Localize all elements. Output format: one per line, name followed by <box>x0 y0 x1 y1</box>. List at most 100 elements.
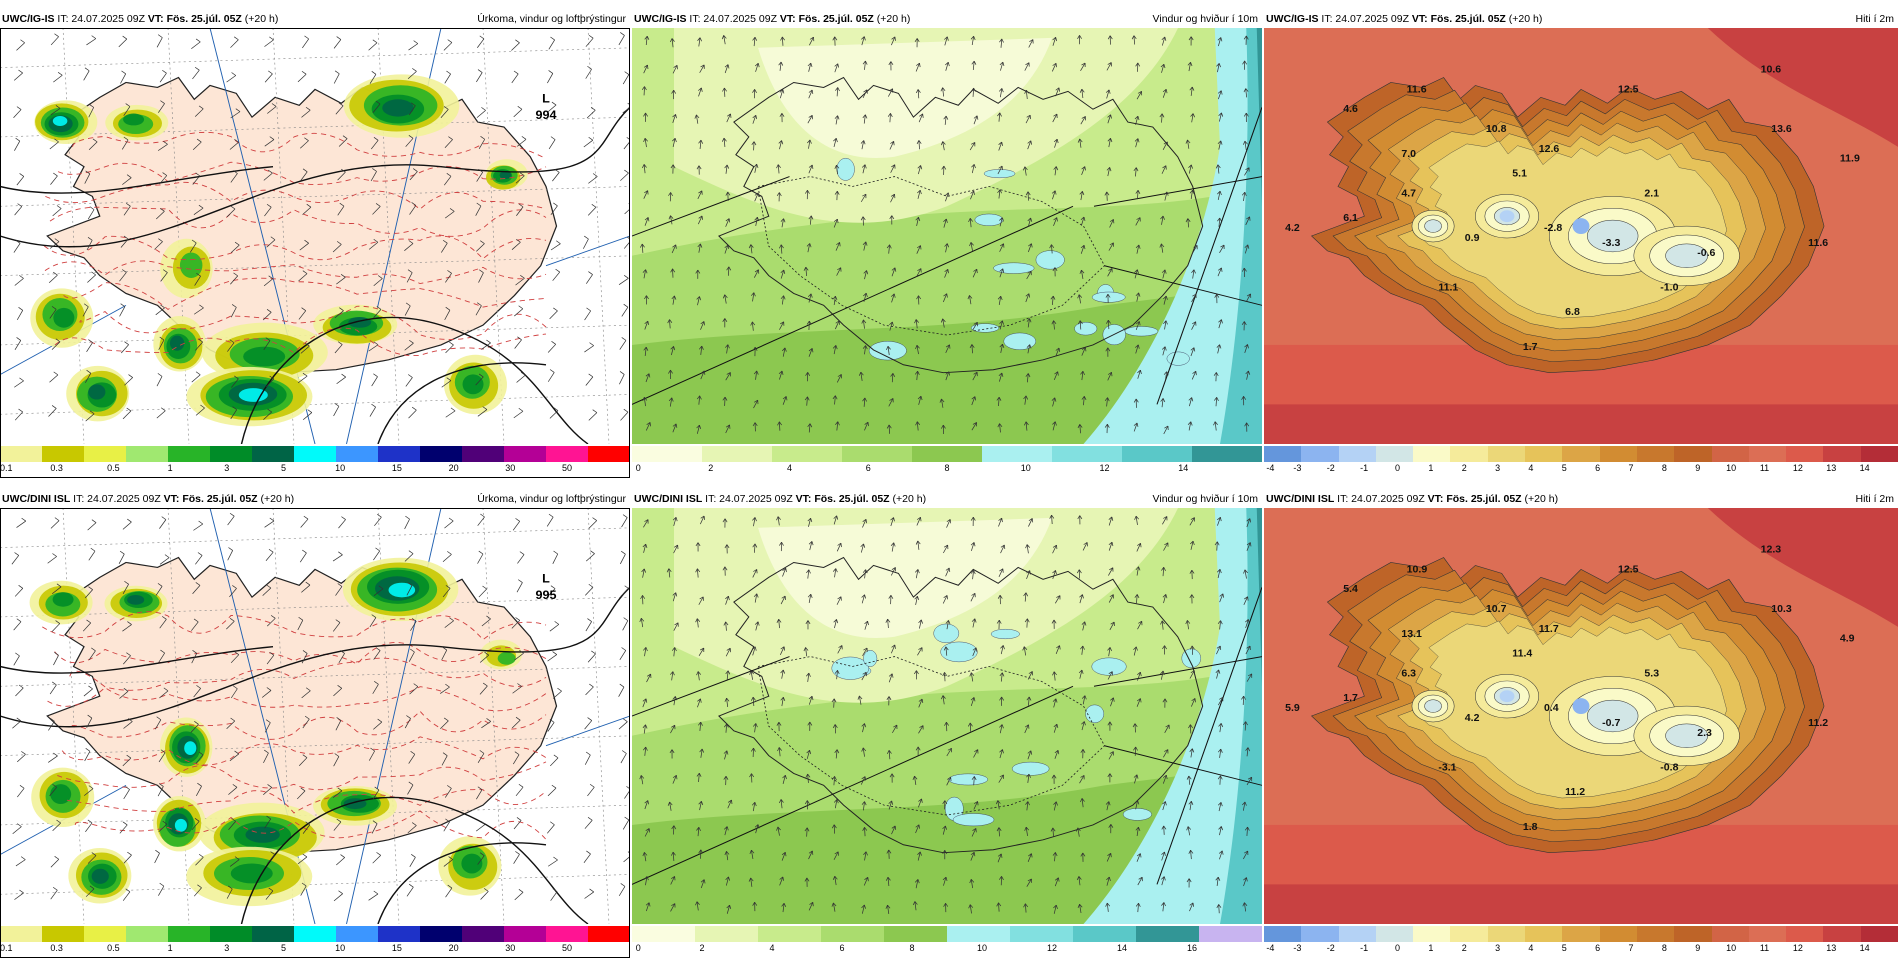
gust-patch <box>863 650 877 666</box>
gust-patch <box>971 324 999 333</box>
colorbar-tick-label: 14 <box>1117 943 1127 953</box>
colorbar-swatch <box>294 446 336 462</box>
colorbar-swatch <box>546 446 588 462</box>
precip-cell <box>245 827 279 843</box>
colorbar-swatch <box>1861 926 1898 942</box>
temperature-label: 5.9 <box>1285 703 1300 714</box>
precip-cell <box>463 374 484 394</box>
colorbar-tick-label: 7 <box>1629 943 1634 953</box>
gust-patch <box>1182 649 1201 668</box>
temperature-label: 2.3 <box>1697 728 1712 739</box>
colorbar-tick-label: 0.5 <box>107 463 120 473</box>
temperature-label: -0.7 <box>1602 718 1621 729</box>
init-time: IT: 24.07.2025 09Z <box>70 493 163 505</box>
temperature-label: 10.7 <box>1486 604 1507 615</box>
init-time: IT: 24.07.2025 09Z <box>1319 13 1412 25</box>
colorbar-swatch <box>0 926 42 942</box>
colorbar-swatch <box>1823 926 1860 942</box>
gust-patch <box>1092 292 1125 302</box>
temperature-label: 4.6 <box>1343 104 1358 115</box>
temperature-label: -0.8 <box>1660 763 1679 774</box>
colorbar-swatch <box>462 926 504 942</box>
colorbar-tick-label: 12 <box>1047 943 1057 953</box>
gust-patch <box>975 214 1003 226</box>
colorbar-swatch <box>126 446 168 462</box>
colorbar-swatch <box>1264 926 1301 942</box>
gust-patch <box>837 158 855 180</box>
precip-cell <box>175 819 187 832</box>
panel-header: UWC/DINI ISL IT: 24.07.2025 09Z VT: Fös.… <box>0 490 630 508</box>
panel-header: UWC/IG-IS IT: 24.07.2025 09Z VT: Fös. 25… <box>632 10 1262 28</box>
temperature-label: 11.2 <box>1565 788 1585 799</box>
colorbar-swatch <box>1562 446 1599 462</box>
colorbar-tick-label: 9 <box>1695 463 1700 473</box>
colorbar-tick-label: 15 <box>392 943 402 953</box>
colorbar-tick-label: 6 <box>866 463 871 473</box>
colorbar-tick-label: 12 <box>1793 463 1803 473</box>
colorbar-tick-label: 5 <box>281 463 286 473</box>
wind-colorbar <box>632 926 1262 942</box>
model-name: UWC/DINI ISL <box>2 493 70 505</box>
wind-colorbar <box>632 446 1262 462</box>
colorbar-swatch <box>1600 926 1637 942</box>
temperature-label: 12.6 <box>1539 144 1560 155</box>
wind-map[interactable] <box>632 508 1262 924</box>
run-info: UWC/DINI ISL IT: 24.07.2025 09Z VT: Fös.… <box>2 490 294 508</box>
gust-patch <box>832 657 869 680</box>
gust-patch <box>991 629 1019 639</box>
colorbar-tick-label: 8 <box>1662 943 1667 953</box>
cold-core <box>1500 210 1515 222</box>
colorbar-swatch <box>378 446 420 462</box>
colorbar-tick-label: 4 <box>769 943 774 953</box>
colorbar-tick-label: 50 <box>562 463 572 473</box>
colorbar-swatch <box>42 446 84 462</box>
temperature-label: 12.3 <box>1761 545 1782 556</box>
colorbar-swatch <box>1376 446 1413 462</box>
colorbar-swatch <box>294 926 336 942</box>
temperature-label: 1.7 <box>1523 342 1538 353</box>
temperature-label: 4.7 <box>1401 189 1416 200</box>
colorbar-swatch <box>772 446 842 462</box>
colorbar-swatch <box>420 446 462 462</box>
temperature-label: 6.8 <box>1565 308 1580 319</box>
colorbar-swatch <box>168 926 210 942</box>
precip-panel: UWC/IG-IS IT: 24.07.2025 09Z VT: Fös. 25… <box>0 10 630 478</box>
colorbar-swatch <box>982 446 1052 462</box>
panel-title: Vindur og hviður í 10m <box>1153 10 1258 28</box>
panel-header: UWC/DINI ISL IT: 24.07.2025 09Z VT: Fös.… <box>1264 490 1898 508</box>
colorbar-tick-label: 20 <box>449 463 459 473</box>
panel-title: Úrkoma, vindur og loftþrýstingur <box>477 490 626 508</box>
temperature-label: 11.2 <box>1808 718 1828 729</box>
temperature-label: 4.9 <box>1840 634 1855 645</box>
colorbar-tick-label: 3 <box>1495 943 1500 953</box>
colorbar-tick-label: 7 <box>1629 463 1634 473</box>
colorbar-swatch <box>504 926 546 942</box>
colorbar-swatch <box>588 926 630 942</box>
temperature-label: 10.8 <box>1486 124 1507 135</box>
colorbar-tick-label: 5 <box>281 943 286 953</box>
temperature-label: 5.4 <box>1343 584 1358 595</box>
temperature-label: -1.0 <box>1660 283 1679 294</box>
precip-cell <box>53 308 74 328</box>
precip-cell <box>382 99 414 116</box>
colorbar-swatch <box>632 446 702 462</box>
wind-map[interactable] <box>632 28 1262 444</box>
low-pressure-letter: L <box>542 572 550 586</box>
colorbar-swatch <box>1301 446 1338 462</box>
model-name: UWC/IG-IS <box>2 13 55 25</box>
colorbar-swatch <box>336 446 378 462</box>
valid-time: VT: Fös. 25.júl. 05Z <box>148 13 242 25</box>
colorbar-tick-label: 14 <box>1860 943 1870 953</box>
cold-core <box>1500 690 1515 702</box>
colorbar-tick-label: 2 <box>708 463 713 473</box>
colorbar-tick-label: 1 <box>168 943 173 953</box>
colorbar-tick-label: 6 <box>839 943 844 953</box>
colorbar-swatch <box>1562 926 1599 942</box>
precip-cell <box>123 114 144 126</box>
colorbar-swatch <box>1525 926 1562 942</box>
